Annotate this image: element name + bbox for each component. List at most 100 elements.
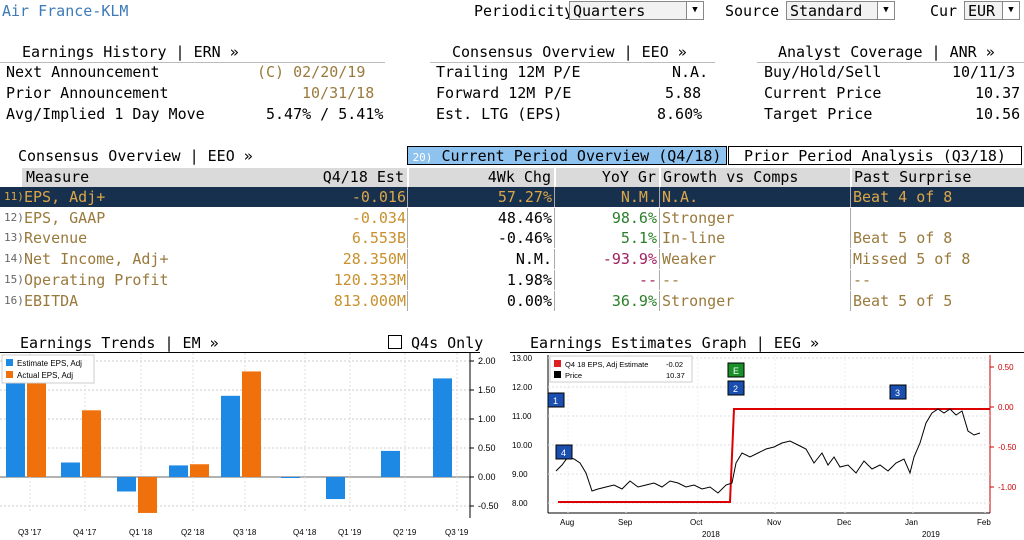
trends-title[interactable]: Earnings Trends | EM » xyxy=(20,334,219,352)
estimate-line xyxy=(558,408,990,503)
q4s-only-label: Q4s Only xyxy=(411,334,484,352)
row-yoy: N.M. xyxy=(555,187,660,207)
col-header-measure[interactable]: Measure xyxy=(22,168,407,187)
y-tick-label: 1.50 xyxy=(478,385,496,395)
x-tick-label: Dec xyxy=(837,518,851,527)
table-row[interactable]: 13) Revenue 6.553B -0.46% 5.1% In-line Beat 5 … xyxy=(0,228,1024,249)
current-price-label: Current Price xyxy=(764,84,882,102)
col-header-surprise[interactable]: Past Surprise xyxy=(851,168,1024,187)
bar xyxy=(138,477,157,513)
buy-hold-sell-label: Buy/Hold/Sell xyxy=(764,63,882,81)
row-number: 13) xyxy=(4,231,24,245)
row-yoy: 98.6% xyxy=(555,207,660,228)
checkbox-icon xyxy=(388,335,402,349)
left-tick-label: 13.00 xyxy=(512,354,533,363)
col-header-yoy[interactable]: YoY Gr xyxy=(555,168,659,187)
event-marker-label: 3 xyxy=(895,388,900,398)
forward-pe-label: Forward 12M P/E xyxy=(436,84,572,102)
trailing-pe-label: Trailing 12M P/E xyxy=(436,63,581,81)
bar xyxy=(117,477,136,492)
left-tick-label: 8.00 xyxy=(512,499,528,508)
row-growth: Weaker xyxy=(660,249,851,270)
target-price-value: 10.56 xyxy=(975,105,1021,123)
col-header-est[interactable]: Q4/18 Est xyxy=(322,168,404,186)
consensus-top-title[interactable]: Consensus Overview | EEO » xyxy=(452,43,687,61)
source-value: Standard xyxy=(790,2,863,20)
y-tick-label: 2.00 xyxy=(478,356,496,366)
event-marker xyxy=(547,392,565,408)
target-price-label: Target Price xyxy=(764,105,873,123)
event-marker xyxy=(727,362,745,378)
earnings-history-title[interactable]: Earnings History | ERN » xyxy=(22,43,239,61)
legend-value: -0.02 xyxy=(666,360,683,369)
tab-current-period[interactable]: 20) Current Period Overview (Q4/18) xyxy=(407,146,727,165)
analyst-title[interactable]: Analyst Coverage | ANR » xyxy=(778,43,995,61)
row-chg: N.M. xyxy=(408,249,555,270)
legend-swatch xyxy=(6,359,13,366)
estimates-graph-title[interactable]: Earnings Estimates Graph | EEG » xyxy=(530,334,819,352)
legend-label: Q4 18 EPS, Adj Estimate xyxy=(565,360,648,369)
row-measure: Operating Profit xyxy=(22,269,408,290)
x-tick-label: Oct xyxy=(690,518,703,527)
x-tick-label: Q4 '17 xyxy=(73,528,97,537)
periodicity-select[interactable]: Quarters ▼ xyxy=(569,1,704,20)
legend-label: Price xyxy=(565,371,582,380)
row-est: 813.000M xyxy=(333,291,406,310)
y-tick-label: 0.00 xyxy=(478,472,496,482)
left-tick-label: 11.00 xyxy=(512,412,532,421)
legend-label: Estimate EPS, Adj xyxy=(17,359,82,368)
right-tick-label: 0.50 xyxy=(998,363,1014,372)
row-measure: Revenue xyxy=(22,228,408,249)
x-tick-label: Q4 '18 xyxy=(293,528,317,537)
bar xyxy=(27,375,46,477)
x-year-label: 2019 xyxy=(922,530,940,539)
row-measure: EPS, Adj+ xyxy=(22,187,408,207)
tab-prior-period[interactable]: Prior Period Analysis (Q3/18) xyxy=(728,146,1022,165)
row-growth: In-line xyxy=(660,228,851,249)
col-header-chg[interactable]: 4Wk Chg xyxy=(408,168,554,187)
chevron-down-icon: ▼ xyxy=(877,2,894,19)
bar xyxy=(281,477,300,478)
x-tick-label: Jan xyxy=(905,518,918,527)
col-header-growth[interactable]: Growth vs Comps xyxy=(660,168,850,187)
table-row[interactable]: 12) EPS, GAAP -0.034 48.46% 98.6% Stronger xyxy=(0,207,1024,228)
table-row[interactable]: 15) Operating Profit 120.333M 1.98% -- -- -- xyxy=(0,269,1024,290)
table-row[interactable]: 14) Net Income, Adj+ 28.350M N.M. -93.9% Weak… xyxy=(0,249,1024,270)
legend-box xyxy=(1,354,95,384)
row-yoy: 5.1% xyxy=(555,228,660,249)
company-name: Air France-KLM xyxy=(2,2,129,20)
x-tick-label: Nov xyxy=(767,518,781,527)
source-select[interactable]: Standard ▼ xyxy=(786,1,895,20)
bar xyxy=(82,410,101,477)
y-tick-label: -0.50 xyxy=(478,501,499,511)
avg-move-value: 5.47% / 5.41% xyxy=(266,105,384,123)
currency-select[interactable]: EUR ▼ xyxy=(964,1,1020,20)
x-tick-label: Q2 '19 xyxy=(393,528,417,537)
ltg-label: Est. LTG (EPS) xyxy=(436,105,563,123)
x-tick-label: Sep xyxy=(618,518,633,527)
event-marker xyxy=(727,380,745,396)
cur-label: Cur xyxy=(930,2,958,20)
table-row[interactable]: 16) EBITDA 813.000M 0.00% 36.9% Stronger Beat … xyxy=(0,290,1024,311)
x-tick-label: Feb xyxy=(977,518,991,527)
legend-swatch xyxy=(6,371,13,378)
legend-swatch xyxy=(554,371,561,378)
row-yoy: -- xyxy=(555,269,660,290)
row-yoy: -93.9% xyxy=(555,249,660,270)
bar xyxy=(61,462,80,477)
chevron-down-icon: ▼ xyxy=(1002,2,1019,19)
table-row[interactable]: 11) EPS, Adj+ -0.016 57.27% N.M. N.A. Beat 4 o… xyxy=(0,187,1024,207)
row-surprise: Beat 5 of 5 xyxy=(853,291,953,310)
row-number: 11) xyxy=(4,190,24,203)
prior-announcement-value: 10/31/18 xyxy=(302,84,375,102)
consensus-table-title[interactable]: Consensus Overview | EEO » xyxy=(18,147,253,165)
row-number: 14) xyxy=(4,252,24,266)
price-line xyxy=(555,408,981,494)
event-marker-label: 1 xyxy=(553,396,558,406)
x-tick-label: Q1 '18 xyxy=(129,528,153,537)
legend-box xyxy=(549,355,693,383)
row-est: 6.553B xyxy=(351,229,406,248)
row-growth: -- xyxy=(660,269,851,290)
row-surprise: Beat 4 of 8 xyxy=(853,188,953,206)
q4s-only-checkbox[interactable]: Q4s Only xyxy=(388,334,483,352)
